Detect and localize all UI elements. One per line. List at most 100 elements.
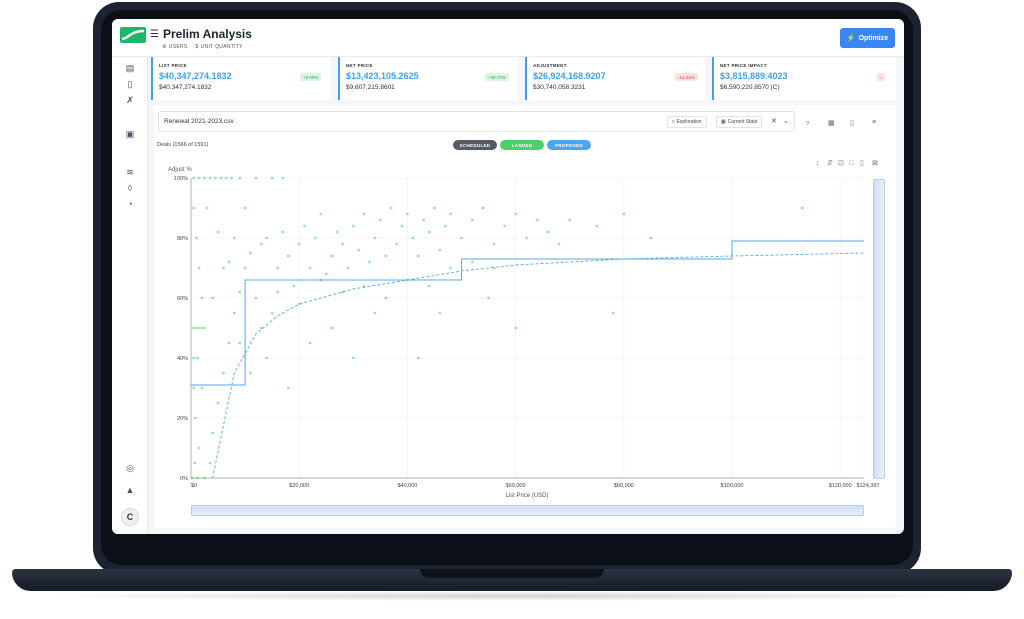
app-header: ☰ Prelim Analysis ⚙ USERS $ UNIT QUANTITY … bbox=[112, 19, 904, 57]
data-point bbox=[197, 266, 201, 270]
kpi-card-net-price: NET PRICE $13,423,105.2625 $9,607,215.86… bbox=[338, 57, 518, 100]
y-tick-label: 80% bbox=[177, 236, 188, 242]
pan-icon[interactable]: ⇵ bbox=[827, 160, 833, 167]
data-point bbox=[238, 176, 242, 180]
status-pill-landed[interactable]: LANDED bbox=[500, 140, 544, 150]
kpi-change-badge: +39.72% bbox=[485, 73, 509, 81]
laptop-notch bbox=[420, 569, 604, 578]
pricing-curves bbox=[191, 240, 865, 479]
data-point bbox=[227, 260, 231, 264]
optimize-button[interactable]: ⚡ Optimize bbox=[840, 28, 895, 48]
filter-icon: ▿ bbox=[672, 119, 675, 125]
data-point bbox=[276, 266, 279, 270]
x-tick-label: $20,000 bbox=[289, 483, 309, 489]
analysis-panel: Renewal 2021-2023.csv ▿ Exploration ▦ Curr… bbox=[154, 105, 896, 528]
x-zoom-slider[interactable] bbox=[191, 505, 864, 516]
data-point bbox=[611, 311, 615, 315]
data-point bbox=[259, 242, 263, 246]
scatter-chart[interactable]: ↕ ⇵ ⊡ □ ▯ ⊠ Adjust % List Price (USD) 0%… bbox=[154, 105, 896, 528]
data-point bbox=[216, 401, 220, 405]
reset-zoom-icon[interactable]: ⊠ bbox=[872, 160, 878, 167]
toggle-users[interactable]: ⚙ USERS bbox=[162, 44, 188, 50]
x-tick-label: $100,000 bbox=[721, 483, 744, 489]
table-icon: ▦ bbox=[721, 119, 726, 125]
box-select-icon[interactable]: □ bbox=[849, 160, 854, 167]
data-point bbox=[308, 341, 312, 345]
cube-icon[interactable]: ▣ bbox=[125, 129, 135, 139]
laptop-shadow bbox=[30, 591, 994, 601]
data-point bbox=[319, 212, 323, 216]
book-icon[interactable]: ▯ bbox=[127, 79, 133, 89]
data-point bbox=[373, 311, 377, 315]
data-point bbox=[314, 236, 317, 240]
data-point bbox=[227, 341, 231, 345]
line-chart-icon[interactable]: ≋ bbox=[126, 167, 134, 177]
data-point bbox=[438, 311, 442, 315]
data-point bbox=[254, 176, 258, 180]
data-point bbox=[449, 266, 453, 270]
data-point bbox=[196, 476, 199, 480]
trash-icon[interactable]: ▯ bbox=[850, 120, 854, 127]
data-point bbox=[192, 356, 196, 360]
users-icon: ⚙ bbox=[162, 44, 167, 50]
fit-curve bbox=[212, 252, 865, 479]
exploration-button[interactable]: ▿ Exploration bbox=[667, 116, 707, 128]
data-point bbox=[195, 236, 198, 240]
data-point bbox=[303, 224, 307, 228]
toggle-unit-quantity[interactable]: $ UNIT QUANTITY bbox=[196, 44, 243, 50]
data-point bbox=[286, 386, 290, 390]
data-point bbox=[438, 248, 442, 252]
announcement-icon[interactable]: ▲ bbox=[125, 485, 135, 495]
current-state-button[interactable]: ▦ Current State bbox=[716, 116, 763, 128]
pie-chart-icon[interactable]: ◔ bbox=[127, 199, 133, 209]
data-point bbox=[270, 176, 274, 180]
data-point bbox=[281, 230, 285, 234]
zoom-icon[interactable]: ↕ bbox=[816, 160, 820, 167]
data-point bbox=[195, 326, 198, 330]
crop-icon[interactable]: ⊡ bbox=[838, 160, 844, 167]
page-title: Prelim Analysis bbox=[163, 27, 252, 41]
current-state-label: Current State bbox=[727, 119, 758, 125]
data-point bbox=[411, 236, 415, 240]
app-logo[interactable] bbox=[120, 27, 146, 43]
x-tick-label: $120,000 bbox=[829, 483, 852, 489]
kpi-sub-value: $6,590,220.8570 (C) bbox=[720, 84, 780, 91]
bolt-icon: ⚡ bbox=[846, 35, 856, 42]
globe-icon[interactable]: ◎ bbox=[126, 463, 134, 473]
filter-icon[interactable]: ▿ bbox=[806, 120, 810, 127]
data-point bbox=[395, 242, 398, 246]
dataset-selector[interactable]: Renewal 2021-2023.csv ▿ Exploration ▦ Curr… bbox=[158, 111, 795, 132]
settings-sliders-icon[interactable]: ≡ bbox=[872, 119, 877, 126]
data-point bbox=[238, 341, 242, 345]
status-pill-proposed[interactable]: PROPOSED bbox=[547, 140, 591, 150]
copy-icon[interactable]: ▯ bbox=[860, 160, 864, 167]
data-point bbox=[433, 206, 436, 210]
data-point bbox=[384, 296, 388, 300]
hamburger-menu-icon[interactable]: ☰ bbox=[150, 29, 159, 40]
data-point bbox=[208, 461, 212, 465]
data-point bbox=[335, 230, 339, 234]
kpi-value: $26,924,168.9207 bbox=[533, 71, 606, 81]
y-axis-label: Adjust % bbox=[168, 167, 192, 173]
data-point bbox=[276, 290, 279, 294]
data-point bbox=[416, 356, 420, 360]
data-point bbox=[427, 230, 431, 234]
y-zoom-slider[interactable] bbox=[873, 179, 885, 479]
status-pill-scheduled[interactable]: SCHEDULED bbox=[453, 140, 497, 150]
close-icon[interactable]: ✕ bbox=[771, 118, 777, 125]
user-avatar[interactable]: C bbox=[121, 508, 139, 526]
save-icon[interactable]: ▦ bbox=[828, 120, 835, 127]
tools-icon[interactable]: ✗ bbox=[126, 95, 134, 105]
data-point bbox=[568, 218, 572, 222]
data-point bbox=[487, 296, 490, 300]
chevron-down-icon[interactable]: ⌄ bbox=[783, 118, 789, 125]
data-point bbox=[270, 311, 274, 315]
document-icon[interactable]: ▤ bbox=[125, 63, 135, 73]
data-point bbox=[492, 266, 496, 270]
layers-icon[interactable]: ◊ bbox=[127, 183, 133, 193]
x-axis-label: List Price (USD) bbox=[505, 493, 548, 499]
data-point bbox=[232, 236, 236, 240]
toggle-unit-quantity-label: UNIT QUANTITY bbox=[200, 44, 243, 50]
x-axis: $0 $20,000 $40,000 $60,000 $80,000 $100,000 $1… bbox=[191, 483, 879, 489]
